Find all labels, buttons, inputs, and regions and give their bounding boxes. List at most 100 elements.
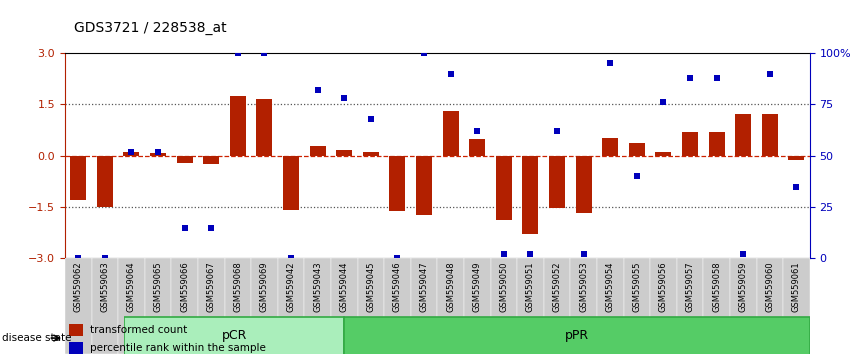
Text: GSM559052: GSM559052 — [553, 261, 561, 312]
Point — [417, 50, 431, 56]
Bar — [390, 156, 405, 211]
Text: GSM559042: GSM559042 — [287, 261, 295, 312]
Bar — [735, 114, 751, 156]
Bar — [358, 258, 385, 354]
Bar — [576, 156, 591, 213]
Bar — [522, 156, 539, 234]
Text: GSM559062: GSM559062 — [74, 261, 83, 312]
Point — [470, 128, 484, 134]
Text: GSM559067: GSM559067 — [207, 261, 216, 312]
Text: GSM559050: GSM559050 — [500, 261, 508, 312]
Text: GSM559051: GSM559051 — [526, 261, 535, 312]
Text: GDS3721 / 228538_at: GDS3721 / 228538_at — [74, 21, 226, 35]
Text: GSM559056: GSM559056 — [659, 261, 668, 312]
Bar — [256, 99, 273, 156]
FancyBboxPatch shape — [345, 317, 810, 354]
Bar — [757, 258, 783, 354]
Point — [656, 99, 670, 105]
Text: disease state: disease state — [2, 333, 71, 343]
Bar — [783, 258, 810, 354]
Bar — [171, 258, 198, 354]
Bar — [571, 258, 597, 354]
Point — [364, 116, 378, 122]
Point — [736, 251, 750, 257]
Point — [151, 149, 165, 154]
Bar — [198, 258, 224, 354]
Bar — [229, 96, 246, 156]
Point — [790, 184, 804, 189]
Text: GSM559044: GSM559044 — [339, 261, 349, 312]
Bar — [597, 258, 624, 354]
Bar — [682, 132, 698, 156]
Bar — [496, 156, 512, 220]
Bar — [437, 258, 464, 354]
Text: GSM559059: GSM559059 — [739, 261, 747, 312]
Bar — [65, 258, 92, 354]
Point — [443, 71, 457, 76]
Text: pPR: pPR — [565, 329, 589, 342]
Bar — [443, 110, 459, 156]
Bar — [124, 152, 139, 156]
Text: percentile rank within the sample: percentile rank within the sample — [90, 343, 267, 353]
Bar — [517, 258, 544, 354]
Bar — [490, 258, 517, 354]
Bar — [730, 258, 757, 354]
Point — [630, 173, 643, 179]
Bar — [283, 156, 299, 210]
Bar — [70, 156, 87, 200]
Point — [550, 128, 564, 134]
Point — [683, 75, 697, 81]
Bar — [385, 258, 410, 354]
Bar — [278, 258, 304, 354]
Bar — [150, 153, 166, 156]
Point — [231, 50, 245, 56]
Point — [125, 149, 139, 154]
Bar — [544, 258, 571, 354]
Bar — [629, 143, 645, 156]
Bar — [676, 258, 703, 354]
Text: GSM559069: GSM559069 — [260, 261, 269, 312]
Bar — [69, 324, 83, 336]
Text: GSM559054: GSM559054 — [605, 261, 615, 312]
Bar — [97, 156, 113, 207]
Text: GSM559058: GSM559058 — [712, 261, 721, 312]
Point — [311, 87, 325, 93]
Bar — [464, 258, 490, 354]
Point — [204, 225, 218, 230]
Point — [391, 256, 404, 261]
Bar — [469, 139, 485, 156]
Point — [709, 75, 723, 81]
Bar — [331, 258, 358, 354]
Bar — [92, 258, 118, 354]
Bar — [416, 156, 432, 215]
Point — [257, 50, 271, 56]
Text: GSM559053: GSM559053 — [579, 261, 588, 312]
Bar — [204, 156, 219, 164]
Point — [178, 225, 191, 230]
Bar — [251, 258, 278, 354]
Point — [523, 251, 537, 257]
Text: GSM559066: GSM559066 — [180, 261, 189, 312]
Text: GSM559043: GSM559043 — [313, 261, 322, 312]
Point — [98, 256, 112, 261]
Bar — [224, 258, 251, 354]
Bar — [145, 258, 171, 354]
Bar — [788, 156, 805, 160]
Text: GSM559068: GSM559068 — [233, 261, 242, 312]
Bar — [656, 152, 671, 156]
Bar — [762, 114, 778, 156]
Bar — [69, 342, 83, 354]
Text: GSM559045: GSM559045 — [366, 261, 375, 312]
FancyBboxPatch shape — [124, 317, 345, 354]
Text: GSM559049: GSM559049 — [473, 261, 481, 312]
Bar — [118, 258, 145, 354]
Text: GSM559047: GSM559047 — [419, 261, 429, 312]
Point — [604, 61, 617, 66]
Point — [497, 251, 511, 257]
Bar — [703, 258, 730, 354]
Text: GSM559060: GSM559060 — [766, 261, 774, 312]
Text: GSM559061: GSM559061 — [792, 261, 801, 312]
Text: GSM559057: GSM559057 — [686, 261, 695, 312]
Point — [284, 256, 298, 261]
Bar — [336, 150, 352, 156]
